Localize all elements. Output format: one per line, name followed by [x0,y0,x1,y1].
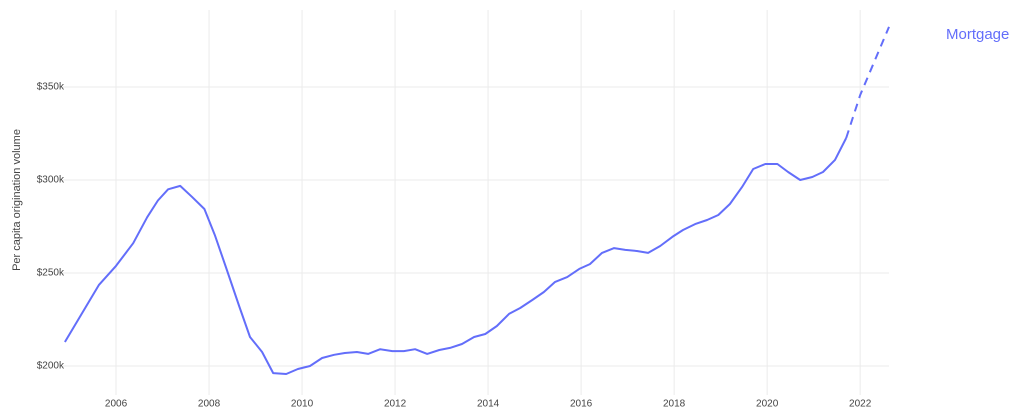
x-tick-label: 2014 [477,399,500,410]
x-tick-label: 2006 [105,399,128,410]
x-tick-label: 2018 [663,399,686,410]
x-tick-label: 2008 [198,399,221,410]
x-tick-label: 2016 [570,399,593,410]
y-tick-label: $200k [37,361,65,372]
line-forecast [845,26,890,139]
y-tick-label: $250k [37,268,65,279]
x-tick-label: 2020 [756,399,779,410]
y-axis-title: Per capita origination volume [11,129,23,271]
x-tick-label: 2010 [291,399,314,410]
line [64,137,848,375]
y-tick-label: $300k [37,175,65,186]
legend-label: Mortgage [946,26,1009,43]
x-tick-label: 2022 [849,399,872,410]
y-tick-label: $350k [37,82,65,93]
x-tick-label: 2012 [384,399,407,410]
